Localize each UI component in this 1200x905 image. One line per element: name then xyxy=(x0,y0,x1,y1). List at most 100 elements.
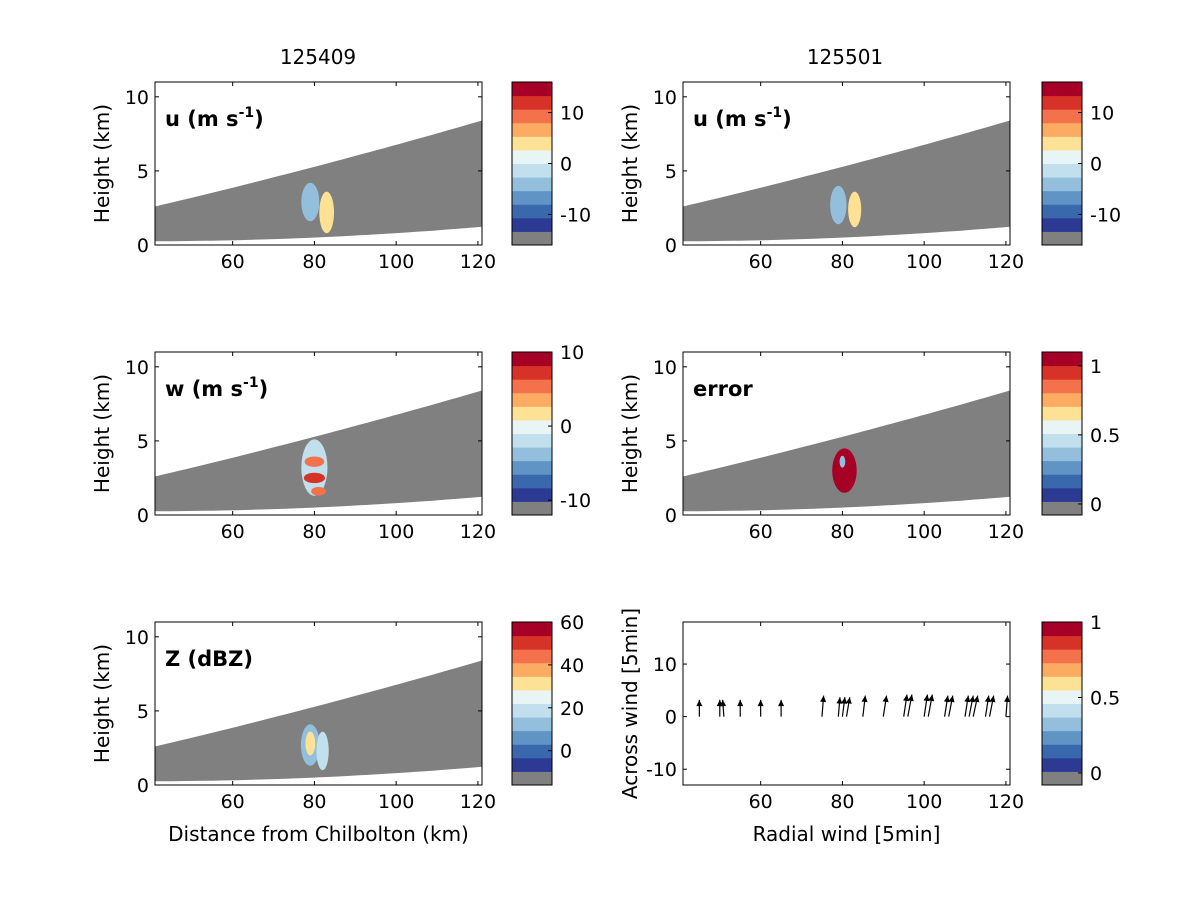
wind-arrow-3 xyxy=(737,699,744,717)
axes-frame xyxy=(154,351,483,516)
y-tick-label: 5 xyxy=(137,701,149,723)
wind-arrow-14 xyxy=(923,694,930,717)
colorbar-tick-label: 40 xyxy=(560,655,584,677)
plot-area xyxy=(155,660,482,782)
wind-arrow-9 xyxy=(845,697,852,717)
data-feature-1 xyxy=(839,455,846,468)
colorbar-swatch-4 xyxy=(512,717,552,732)
colorbar-swatch-11 xyxy=(1042,352,1082,367)
colorbar-swatch-7 xyxy=(512,676,552,691)
colorbar-swatch-10 xyxy=(1042,95,1082,110)
wind-arrow-23 xyxy=(1004,695,1010,717)
colorbar-swatch-2 xyxy=(1042,474,1082,489)
x-axis-label: Radial wind [5min] xyxy=(753,822,941,846)
colorbar-middle-left: 10 0 -10 xyxy=(511,342,591,516)
panel-bottom-right: 60 80 100 120 -10 0 10 Across wind [5min] Radial… xyxy=(618,608,1024,846)
y-axis-label: Height (km) xyxy=(618,374,642,493)
colorbar-swatch-0 xyxy=(1042,501,1082,516)
panel-top-right: u (m s-1) 60 80 100 120 0 5 10 Height (km) xyxy=(618,81,1024,273)
x-tick-label: 80 xyxy=(302,251,326,273)
colorbar-frame xyxy=(511,351,553,516)
colorbar-swatch-9 xyxy=(1042,649,1082,664)
colorbar-tick-label: 0 xyxy=(1090,494,1102,516)
colorbar-swatch-7 xyxy=(512,136,552,151)
panel-label: error xyxy=(693,377,753,401)
colorbar-swatch-1 xyxy=(512,757,552,772)
colorbar-swatch-2 xyxy=(512,204,552,219)
wind-arrow-0 xyxy=(696,699,703,717)
colorbar-swatch-9 xyxy=(1042,109,1082,124)
colorbar-swatch-9 xyxy=(512,109,552,124)
colorbar-swatch-0 xyxy=(512,771,552,786)
colorbar-swatch-6 xyxy=(512,149,552,164)
coverage-region xyxy=(155,660,482,782)
wind-arrow-10 xyxy=(861,695,868,717)
colorbar-swatch-6 xyxy=(512,419,552,434)
colorbar-swatch-1 xyxy=(512,217,552,232)
colorbar-tick-label: 0 xyxy=(560,416,572,438)
data-feature-1 xyxy=(316,731,329,771)
colorbar-swatch-10 xyxy=(512,365,552,380)
plot-area xyxy=(155,390,482,512)
colorbar-tick-label: -10 xyxy=(560,204,591,226)
plot-area xyxy=(155,120,482,242)
colorbar-swatch-10 xyxy=(1042,365,1082,380)
wind-arrow-4 xyxy=(757,699,764,717)
colorbar-swatch-4 xyxy=(512,447,552,462)
colorbar-swatch-11 xyxy=(512,622,552,637)
coverage-region xyxy=(155,120,482,242)
wind-arrow-16 xyxy=(943,695,950,717)
y-tick-label: 10 xyxy=(653,357,677,379)
x-tick-label: 60 xyxy=(221,251,245,273)
axes-frame xyxy=(682,621,1011,786)
y-tick-label: -10 xyxy=(646,759,677,781)
colorbar-swatch-5 xyxy=(1042,433,1082,448)
x-tick-label: 120 xyxy=(988,521,1024,543)
colorbar-tick-label: 0.5 xyxy=(1090,425,1120,447)
colorbar-swatch-10 xyxy=(1042,635,1082,650)
plot-area xyxy=(696,694,1010,717)
y-tick-label: 10 xyxy=(125,627,149,649)
wind-arrow-20 xyxy=(972,695,980,717)
colorbar-tick-label: 0 xyxy=(1090,154,1102,176)
colorbar-swatch-6 xyxy=(1042,149,1082,164)
panel-label: u (m s-1) xyxy=(165,105,264,131)
colorbar-swatch-7 xyxy=(1042,406,1082,421)
x-tick-label: 100 xyxy=(906,791,942,813)
y-tick-label: 0 xyxy=(665,505,677,527)
colorbar-swatch-11 xyxy=(1042,82,1082,97)
colorbar-tick-label: 0 xyxy=(1090,763,1102,785)
colorbar-swatch-3 xyxy=(512,460,552,475)
y-tick-label: 10 xyxy=(125,87,149,109)
panel-middle-left: w (m s-1) 60 80 100 120 0 5 10 Height (km) xyxy=(90,351,496,543)
column-title-right: 125501 xyxy=(807,45,883,69)
colorbar-swatch-5 xyxy=(1042,163,1082,178)
wind-arrow-12 xyxy=(903,694,910,717)
x-tick-label: 60 xyxy=(749,521,773,543)
x-tick-label: 100 xyxy=(906,251,942,273)
colorbar-swatch-5 xyxy=(512,433,552,448)
colorbar-tick-label: 0.5 xyxy=(1090,687,1120,709)
colorbar-swatch-8 xyxy=(1042,122,1082,137)
colorbar-tick-label: 10 xyxy=(560,103,584,125)
colorbar-top-left: 10 0 -10 xyxy=(511,81,591,246)
colorbar-swatch-9 xyxy=(512,379,552,394)
wind-arrow-18 xyxy=(964,695,971,717)
column-title-left: 125409 xyxy=(280,45,356,69)
wind-arrow-7 xyxy=(836,697,843,717)
x-tick-label: 100 xyxy=(906,521,942,543)
x-axis-label: Distance from Chilbolton (km) xyxy=(168,822,469,846)
colorbar-swatch-7 xyxy=(1042,136,1082,151)
data-feature-2 xyxy=(305,731,316,756)
y-tick-label: 0 xyxy=(665,235,677,257)
data-feature-1 xyxy=(304,456,325,467)
y-axis-label: Height (km) xyxy=(90,104,114,223)
colorbar-swatch-8 xyxy=(1042,662,1082,677)
colorbar-swatch-10 xyxy=(512,95,552,110)
panel-bottom-left: Z (dBZ) 60 80 100 120 0 5 10 Height (km) Distance… xyxy=(90,621,496,846)
colorbar-swatch-2 xyxy=(512,474,552,489)
axes-frame xyxy=(682,81,1011,246)
y-axis-label: Height (km) xyxy=(90,374,114,493)
colorbar-swatch-11 xyxy=(512,82,552,97)
